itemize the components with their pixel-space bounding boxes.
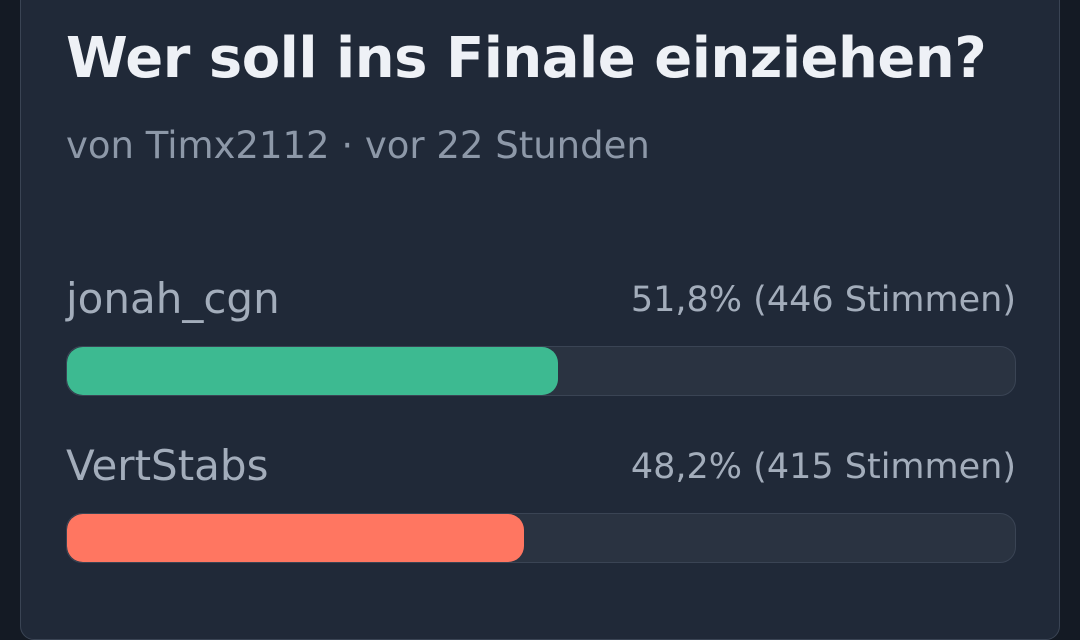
option-bar-vertstabs[interactable] — [66, 513, 1016, 563]
option-name-jonah-cgn: jonah_cgn — [66, 274, 280, 323]
option-result-vertstabs: 48,2% (415 Stimmen) — [630, 447, 1016, 487]
option-bar-fill — [67, 514, 524, 562]
poll-meta: von Timx2112 · vor 22 Stunden — [66, 124, 650, 167]
poll-title: Wer soll ins Finale einziehen? — [66, 26, 987, 91]
option-result-jonah-cgn: 51,8% (446 Stimmen) — [630, 280, 1016, 320]
option-bar-fill — [67, 347, 559, 395]
option-name-vertstabs: VertStabs — [66, 441, 269, 490]
option-bar-jonah-cgn[interactable] — [66, 346, 1016, 396]
